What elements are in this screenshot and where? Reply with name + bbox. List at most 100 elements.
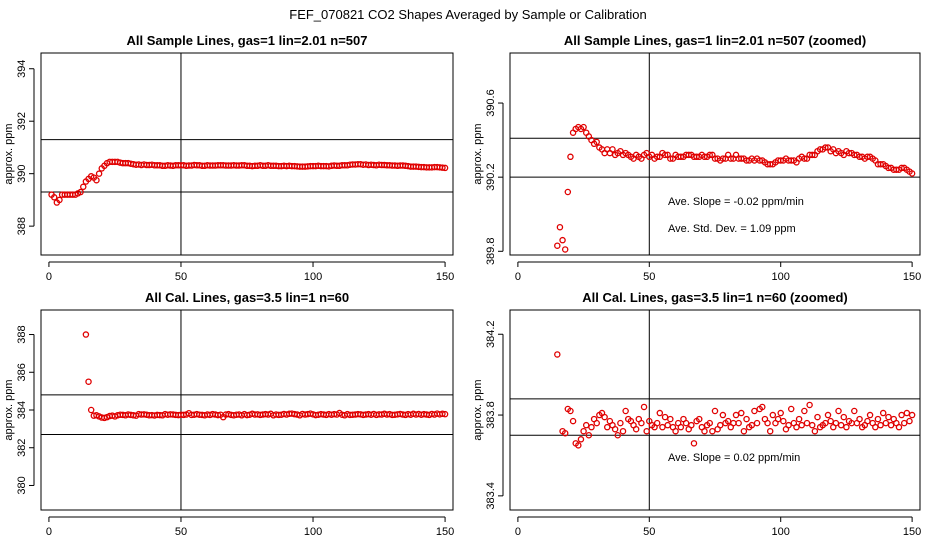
chart-panel-3: All Cal. Lines, gas=3.5 lin=1 n=60 0 50 100… bbox=[3, 290, 454, 538]
data-point bbox=[887, 421, 895, 429]
y-tick-label: 390.2 bbox=[485, 163, 497, 191]
data-point bbox=[556, 223, 564, 231]
data-point bbox=[667, 415, 674, 423]
data-point bbox=[900, 419, 908, 427]
data-point bbox=[580, 123, 587, 131]
x-tick-label: 0 bbox=[515, 271, 521, 283]
data-point bbox=[759, 403, 766, 411]
data-point bbox=[653, 153, 661, 161]
data-point bbox=[682, 419, 690, 427]
panel-title: All Sample Lines, gas=1 lin=2.01 n=507 (… bbox=[564, 33, 866, 48]
chart-panel-2: All Sample Lines, gas=1 lin=2.01 n=507 (… bbox=[472, 33, 921, 420]
data-point bbox=[822, 144, 829, 151]
plot-frame bbox=[509, 309, 921, 511]
chart-panel-1: All Sample Lines, gas=1 lin=2.01 n=507 0 5… bbox=[3, 33, 454, 283]
data-point bbox=[518, 360, 523, 365]
data-point bbox=[866, 411, 874, 419]
y-tick-label: 390 bbox=[16, 164, 28, 182]
data-point bbox=[549, 304, 554, 309]
y-tick-label: 384.2 bbox=[485, 320, 497, 348]
data-point bbox=[50, 194, 58, 201]
data-point bbox=[588, 423, 595, 431]
data-point bbox=[601, 413, 608, 421]
data-point bbox=[521, 378, 526, 383]
data-point bbox=[564, 188, 572, 196]
x-tick-label: 50 bbox=[175, 271, 187, 283]
x-tick-label: 0 bbox=[515, 526, 521, 538]
data-point bbox=[774, 415, 782, 423]
data-point bbox=[656, 409, 664, 417]
data-point bbox=[879, 409, 887, 417]
data-point bbox=[559, 236, 566, 244]
y-tick-label: 384 bbox=[16, 401, 28, 419]
data-point bbox=[780, 417, 787, 425]
data-point bbox=[667, 155, 674, 162]
data-point bbox=[719, 155, 727, 162]
data-point bbox=[898, 411, 905, 419]
page-title: FEF_070821 CO2 Shapes Averaged by Sample… bbox=[289, 7, 646, 22]
data-point bbox=[753, 419, 761, 427]
data-point bbox=[808, 421, 816, 429]
data-point bbox=[653, 419, 661, 427]
data-point bbox=[748, 421, 756, 429]
data-point bbox=[609, 146, 616, 153]
data-point bbox=[523, 415, 528, 420]
data-point bbox=[567, 407, 574, 415]
data-point bbox=[801, 407, 808, 415]
x-tick-label: 50 bbox=[175, 526, 187, 538]
panel-title: All Cal. Lines, gas=3.5 lin=1 n=60 bbox=[145, 290, 349, 305]
data-point bbox=[87, 406, 95, 414]
data-point bbox=[795, 415, 803, 423]
x-tick-label: 150 bbox=[436, 271, 454, 283]
data-point bbox=[801, 155, 808, 162]
x-tick-label: 100 bbox=[772, 526, 790, 538]
data-point bbox=[908, 170, 916, 177]
data-point bbox=[664, 421, 671, 429]
data-point bbox=[743, 415, 750, 423]
x-tick-label: 0 bbox=[46, 526, 52, 538]
data-point bbox=[895, 423, 903, 431]
data-point bbox=[835, 407, 842, 415]
x-tick-label: 0 bbox=[46, 271, 52, 283]
x-tick-label: 100 bbox=[304, 526, 322, 538]
data-point bbox=[908, 411, 916, 419]
data-point bbox=[534, 360, 539, 365]
data-point bbox=[214, 411, 222, 419]
x-tick-label: 50 bbox=[643, 526, 655, 538]
y-tick-label: 389.8 bbox=[485, 238, 497, 266]
plot-frame bbox=[40, 309, 454, 511]
data-point bbox=[798, 421, 805, 429]
data-point bbox=[640, 403, 648, 411]
data-points bbox=[518, 123, 916, 420]
data-point bbox=[735, 419, 742, 427]
data-point bbox=[611, 425, 619, 433]
chart-panel-4: All Cal. Lines, gas=3.5 lin=1 n=60 (zoom… bbox=[472, 290, 921, 538]
data-point bbox=[764, 419, 771, 427]
data-point bbox=[740, 427, 748, 435]
data-point bbox=[632, 425, 640, 433]
y-tick-label: 380 bbox=[16, 476, 28, 494]
data-point bbox=[769, 411, 777, 419]
data-point bbox=[766, 427, 774, 435]
x-tick-label: 150 bbox=[903, 271, 921, 283]
data-point bbox=[439, 410, 446, 418]
data-point bbox=[542, 360, 547, 365]
data-point bbox=[80, 183, 87, 191]
data-point bbox=[659, 423, 666, 431]
data-point bbox=[843, 423, 850, 431]
x-tick-label: 50 bbox=[643, 271, 655, 283]
data-point bbox=[808, 151, 816, 159]
data-point bbox=[614, 432, 622, 439]
data-point bbox=[531, 360, 536, 365]
data-point bbox=[85, 378, 92, 385]
data-point bbox=[569, 417, 577, 425]
data-point bbox=[903, 409, 911, 417]
data-point bbox=[811, 427, 819, 435]
data-point bbox=[751, 407, 758, 415]
data-point bbox=[724, 417, 732, 425]
annotation-text: Ave. Slope = -0.02 ppm/min bbox=[668, 196, 804, 208]
x-tick-label: 100 bbox=[772, 271, 790, 283]
data-point bbox=[709, 427, 716, 435]
chart-panels: All Sample Lines, gas=1 lin=2.01 n=507 0 5… bbox=[3, 33, 921, 538]
